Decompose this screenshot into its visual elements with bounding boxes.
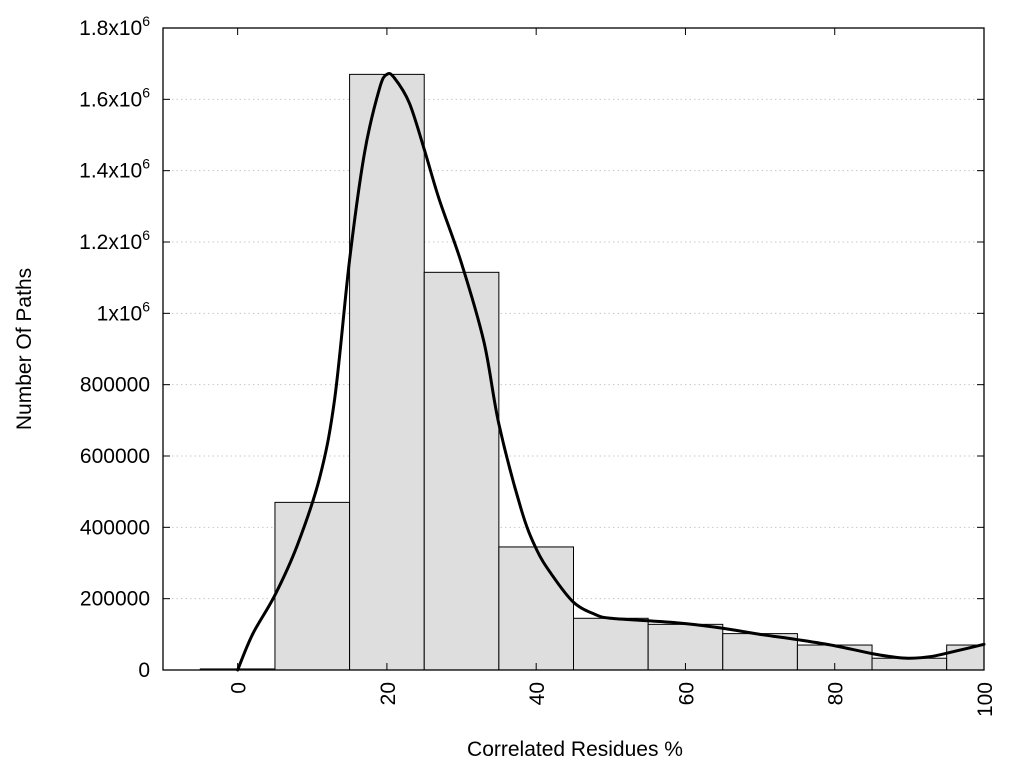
x-tick-label-1: 20 bbox=[377, 682, 400, 705]
bar-9 bbox=[871, 657, 948, 671]
x-tick-label-2: 40 bbox=[526, 682, 549, 705]
bar-2 bbox=[349, 73, 425, 671]
y-axis-label: Number Of Paths bbox=[13, 268, 36, 430]
y-tick-label-8: 1.6x106 bbox=[79, 84, 150, 111]
x-tick-label-5: 100 bbox=[974, 682, 997, 717]
y-tick-label-0: 0 bbox=[138, 659, 150, 682]
y-tick-label-7: 1.4x106 bbox=[79, 156, 150, 183]
histogram-bars bbox=[199, 73, 985, 671]
y-tick-label-9: 1.8x106 bbox=[79, 13, 150, 40]
y-axis-ticks: 0 200000 400000 600000 800000 1x106 1.2x106 1.4… bbox=[79, 13, 984, 682]
fit-curve bbox=[236, 71, 986, 672]
y-tick-label-1: 200000 bbox=[80, 588, 150, 611]
bar-1 bbox=[274, 501, 351, 671]
bar-7 bbox=[722, 633, 798, 671]
grid-lines bbox=[163, 98, 984, 600]
y-tick-label-2: 400000 bbox=[80, 516, 150, 539]
bar-4 bbox=[498, 546, 575, 671]
x-axis-label: Correlated Residues % bbox=[467, 738, 683, 761]
x-tick-label-3: 60 bbox=[675, 682, 698, 705]
x-tick-label-0: 0 bbox=[228, 682, 251, 694]
bar-5 bbox=[573, 617, 649, 671]
y-tick-label-5: 1x106 bbox=[97, 298, 151, 325]
plot-frame bbox=[162, 27, 985, 671]
bar-3 bbox=[423, 271, 500, 671]
fit-curve-layer bbox=[236, 71, 986, 672]
y-tick-label-3: 600000 bbox=[80, 445, 150, 468]
x-tick-label-4: 80 bbox=[825, 682, 848, 705]
y-tick-label-6: 1.2x106 bbox=[79, 227, 150, 254]
y-tick-label-4: 800000 bbox=[80, 374, 150, 397]
x-axis-ticks: 0 20 40 60 80 100 bbox=[228, 28, 997, 717]
